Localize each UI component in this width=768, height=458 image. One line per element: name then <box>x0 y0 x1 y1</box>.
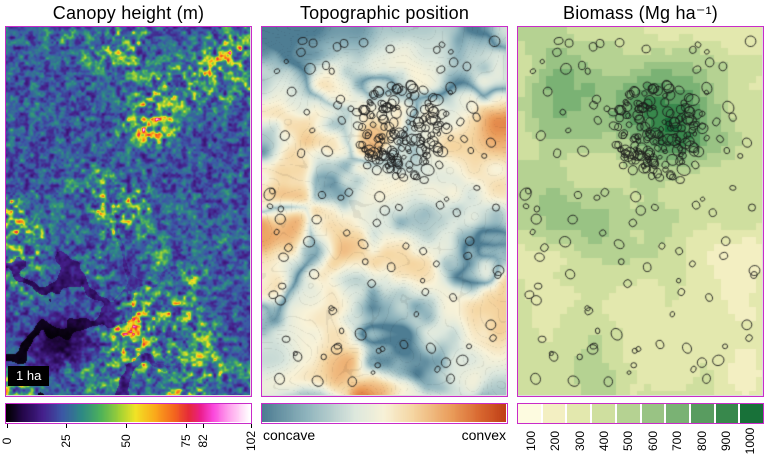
colorbar-tick-label: 100 <box>523 430 538 452</box>
scale-bar-label: 1 ha <box>8 366 50 386</box>
colorbar-swatch <box>518 404 541 423</box>
topo-colorbar-canvas <box>262 404 506 422</box>
panel-title-topo: Topographic position <box>299 3 470 23</box>
biomass-colorbar-ticks: 100 200 300 400 500 600 700 800 900 1000 <box>517 424 764 455</box>
panel-title-canopy: Canopy height (m) <box>52 3 205 23</box>
biomass-map <box>517 26 764 397</box>
colorbar-swatch <box>740 404 764 423</box>
colorbar-swatch <box>715 404 739 423</box>
panel-topo: Topographic position concave convex <box>261 2 508 458</box>
colorbar-tick-label: 75 <box>178 434 193 448</box>
topo-colorbar <box>261 403 508 424</box>
colorbar-swatch <box>567 404 591 423</box>
colorbar-tick-label: 500 <box>621 430 636 452</box>
canopy-colorbar-canvas <box>6 404 250 422</box>
convex-label: convex <box>461 427 506 443</box>
panel-title-biomass: Biomass (Mg ha⁻¹) <box>563 3 718 23</box>
colorbar-tick-label: 102 <box>243 430 258 452</box>
canopy-colorbar-ticks: 0 25 50 75 82 102 <box>0 424 258 455</box>
topo-map-canvas <box>262 27 506 395</box>
canopy-colorbar <box>5 403 252 424</box>
colorbar-tick-label: 800 <box>694 430 709 452</box>
colorbar-tick-label: 25 <box>59 434 74 448</box>
colorbar-tick-label: 700 <box>670 430 685 452</box>
colorbar-tick-label: 600 <box>645 430 660 452</box>
panel-canopy: Canopy height (m) 1 ha 0 25 50 75 82 102 <box>0 2 258 458</box>
tick-mark <box>250 424 252 428</box>
colorbar-tick-label: 400 <box>596 430 611 452</box>
colorbar-tick-label: 900 <box>718 430 733 452</box>
colorbar-swatch <box>666 404 689 423</box>
tick-mark <box>126 424 128 428</box>
colorbar-tick-label: 50 <box>119 434 134 448</box>
colorbar-tick-label: 1000 <box>743 427 758 455</box>
tick-mark <box>6 424 8 428</box>
topo-map <box>261 26 508 397</box>
colorbar-swatch <box>616 404 640 423</box>
colorbar-tick-label: 0 <box>0 437 14 445</box>
colorbar-tick-label: 82 <box>195 434 210 448</box>
colorbar-swatch <box>641 404 665 423</box>
colorbar-swatch <box>690 404 714 423</box>
panel-biomass: Biomass (Mg ha⁻¹) 100 200 300 400 500 600 700 8… <box>517 2 764 458</box>
tick-mark <box>66 424 68 428</box>
canopy-map: 1 ha <box>5 26 252 397</box>
concave-label: concave <box>263 427 316 443</box>
tick-mark <box>202 424 204 428</box>
colorbar-swatch <box>542 404 566 423</box>
colorbar-swatch <box>592 404 615 423</box>
tick-mark <box>185 424 187 428</box>
biomass-map-canvas <box>518 27 762 395</box>
canopy-map-canvas <box>6 27 250 395</box>
colorbar-tick-label: 200 <box>548 430 563 452</box>
biomass-colorbar-swatches <box>517 403 764 424</box>
colorbar-tick-label: 300 <box>572 430 587 452</box>
topo-colorbar-labels: concave convex <box>261 424 508 443</box>
